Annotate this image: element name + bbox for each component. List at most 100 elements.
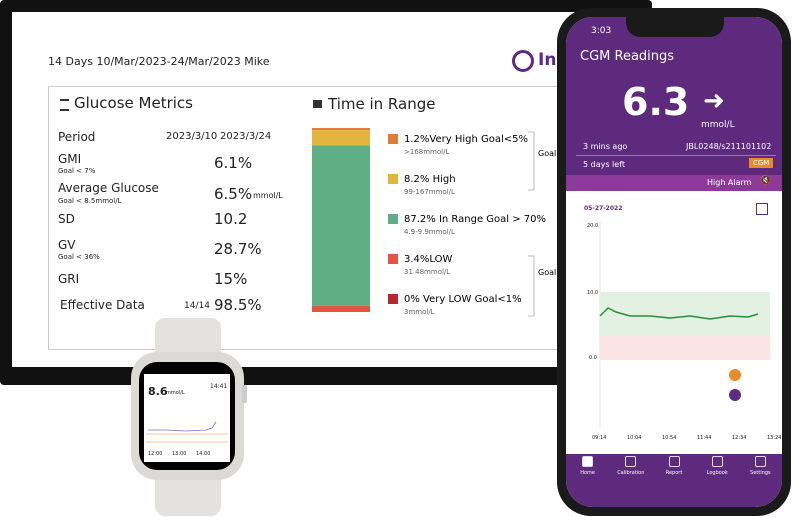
legend-swatch bbox=[388, 294, 398, 304]
x-label: 13:24 bbox=[767, 435, 782, 441]
target-band bbox=[600, 292, 770, 336]
x-label: 10:54 bbox=[662, 435, 677, 441]
metric-label: GMI bbox=[58, 152, 82, 166]
metric-value: 6.1% bbox=[214, 154, 253, 172]
nav-icon bbox=[582, 456, 594, 467]
phone-reading: 6.3 bbox=[622, 80, 690, 124]
nav-label: Report bbox=[665, 470, 683, 476]
header bbox=[566, 17, 782, 175]
nav-bar bbox=[566, 454, 782, 507]
watch-time: 14:41 bbox=[210, 383, 228, 390]
group-label: Goal bbox=[538, 149, 556, 158]
updated: 3 mins ago bbox=[583, 142, 628, 151]
nav-icon bbox=[625, 456, 637, 467]
nav-item[interactable]: Settings bbox=[739, 456, 782, 486]
bracket bbox=[528, 131, 535, 191]
logo bbox=[512, 50, 534, 72]
low-band bbox=[600, 336, 770, 360]
legend-swatch bbox=[388, 174, 398, 184]
status-time: 3:03 bbox=[591, 26, 612, 36]
phone-screen bbox=[566, 17, 782, 507]
x-label: 12:34 bbox=[732, 435, 747, 441]
metric-label: Effective Data bbox=[60, 298, 145, 312]
tir-chart: 1.2%Very High Goal<5% >168mmol/L 8.2% High… bbox=[312, 128, 556, 317]
period-start: 2023/3/10 bbox=[166, 131, 218, 142]
legend-swatch bbox=[388, 134, 398, 144]
watch-unit: mmol/L bbox=[166, 390, 185, 396]
nav-item[interactable]: Report bbox=[652, 456, 695, 486]
tir-segment bbox=[312, 145, 370, 306]
trend-arrow: ➜ bbox=[703, 86, 725, 116]
metric-label: GRI bbox=[58, 272, 80, 286]
x-label: 10:04 bbox=[627, 435, 642, 441]
metrics-icon bbox=[60, 99, 69, 111]
metric-goal: Goal < 8.5mmol/L bbox=[58, 197, 122, 205]
glucose-line bbox=[148, 421, 217, 432]
x-label: 09:14 bbox=[592, 435, 607, 441]
watch-x-label: 13:00 bbox=[172, 451, 187, 457]
metric-goal: Goal < 36% bbox=[58, 253, 100, 261]
metric-goal: Goal < 7% bbox=[58, 167, 96, 175]
y-label: 10.0 bbox=[587, 290, 599, 296]
nav: Home Calibration Report Logbook Settings bbox=[566, 456, 782, 486]
badge[interactable]: CGM bbox=[749, 158, 774, 168]
legend-label: 1.2%Very High Goal<5% bbox=[404, 134, 528, 145]
legend-range: >168mmol/L bbox=[404, 148, 449, 156]
y-label: 20.0 bbox=[587, 223, 599, 229]
nav-icon bbox=[668, 456, 680, 467]
legend-range: 31 48mmol/L bbox=[404, 268, 450, 276]
glucose-line bbox=[599, 307, 759, 320]
alarm: High Alarm bbox=[707, 178, 752, 187]
logo-text: In bbox=[538, 50, 557, 70]
group-label: Goal bbox=[538, 268, 556, 277]
metric-count: 14/14 bbox=[184, 301, 210, 311]
sensor: JBL0248/s211101102 bbox=[686, 142, 772, 151]
legend-swatch bbox=[388, 254, 398, 264]
copy-icon[interactable] bbox=[756, 203, 768, 215]
watch-display bbox=[144, 374, 230, 462]
metric-unit: mmol/L bbox=[253, 191, 283, 200]
phone-chart bbox=[599, 222, 770, 428]
phone-unit: mmol/L bbox=[701, 120, 735, 130]
tir-title: Time in Range bbox=[328, 95, 436, 113]
legend-swatch bbox=[388, 214, 398, 224]
legend-range: 99-167mmol/L bbox=[404, 188, 455, 196]
period-label: Period bbox=[58, 130, 96, 144]
legend-range: 4.9-9.9mmol/L bbox=[404, 228, 455, 236]
legend-range: 3mmol/L bbox=[404, 308, 435, 316]
x-label: 11:44 bbox=[697, 435, 712, 441]
watch-x-label: 14:00 bbox=[196, 451, 211, 457]
nav-item[interactable]: Logbook bbox=[696, 456, 739, 486]
tir-icon bbox=[313, 100, 322, 108]
metric-label: Average Glucose bbox=[58, 181, 159, 195]
watch-crown bbox=[242, 385, 247, 403]
nav-label: Logbook bbox=[706, 470, 728, 476]
date: 05-27-2022 bbox=[584, 205, 623, 212]
metric-label: SD bbox=[58, 212, 75, 226]
tir-segment bbox=[312, 128, 370, 131]
meal-marker[interactable] bbox=[729, 369, 741, 381]
mute-icon[interactable]: 🔇 bbox=[760, 176, 772, 186]
tir-segment bbox=[312, 305, 370, 312]
metric-value: 10.2 bbox=[214, 210, 248, 228]
note-marker[interactable] bbox=[729, 389, 741, 401]
alarm-bar bbox=[566, 175, 782, 191]
nav-icon bbox=[754, 456, 766, 467]
nav-item[interactable]: Calibration bbox=[609, 456, 652, 486]
legend-label: 87.2% In Range Goal > 70% bbox=[404, 214, 546, 225]
legend-label: 8.2% High bbox=[404, 174, 456, 185]
notch bbox=[626, 17, 724, 37]
nav-label: Settings bbox=[750, 470, 771, 476]
metric-value: 6.5% bbox=[214, 185, 253, 203]
nav-item[interactable]: Home bbox=[566, 456, 609, 486]
days-left: 5 days left bbox=[583, 160, 626, 169]
nav-label: Calibration bbox=[617, 470, 645, 476]
nav-icon bbox=[711, 456, 723, 467]
phone-title: CGM Readings bbox=[580, 49, 675, 64]
watch-chart bbox=[146, 421, 228, 443]
metrics-title: Glucose Metrics bbox=[74, 94, 193, 112]
metric-label: GV bbox=[58, 238, 76, 252]
x-labels: 09:14 10:04 10:54 11:44 12:34 13:24 bbox=[592, 435, 782, 445]
nav-label: Home bbox=[580, 470, 595, 476]
